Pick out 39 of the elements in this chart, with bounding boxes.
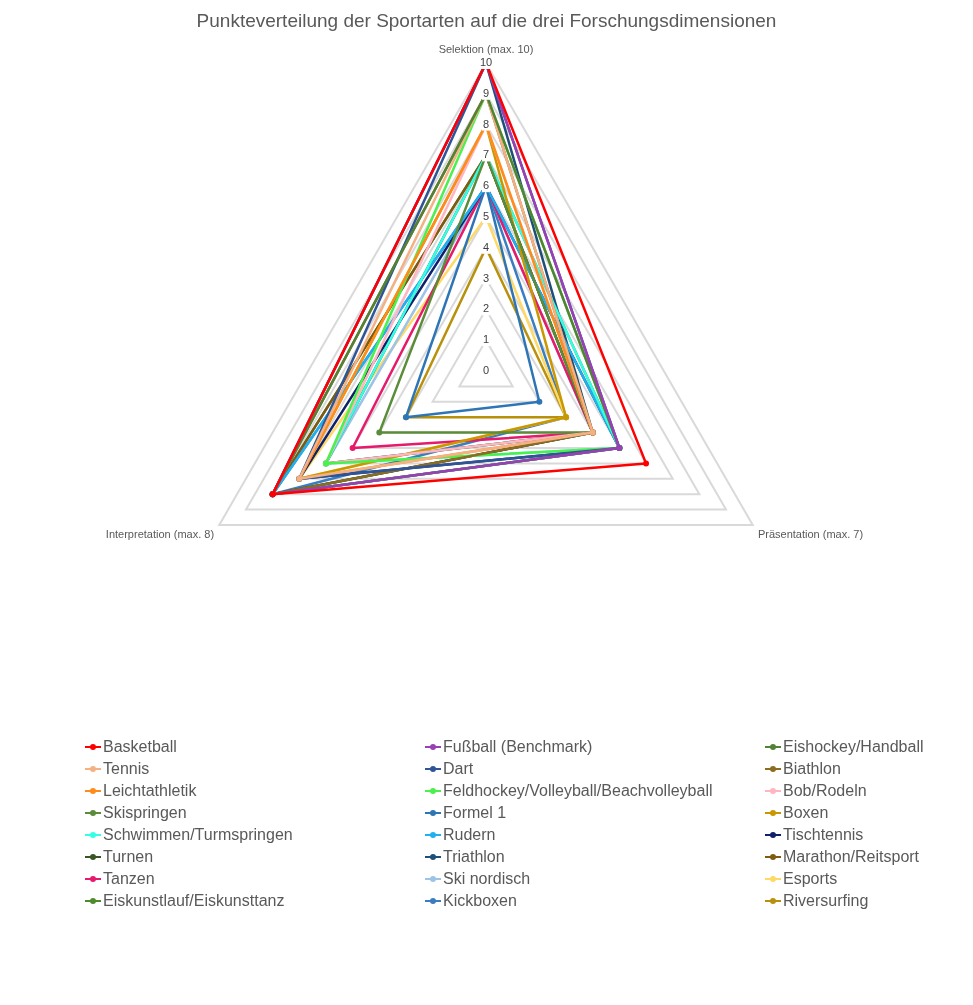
legend-label: Tischtennis — [783, 826, 864, 844]
legend-label: Dart — [443, 760, 474, 778]
legend-label: Formel 1 — [443, 804, 507, 822]
legend-label: Fußball (Benchmark) — [443, 738, 593, 756]
y-tick-label: 2 — [482, 302, 490, 315]
y-tick-label: 9 — [482, 86, 490, 99]
legend-label: Riversurfing — [783, 892, 869, 910]
y-tick-label: 10 — [479, 56, 493, 69]
y-tick-label: 5 — [482, 210, 490, 223]
legend-label: Basketball — [103, 738, 177, 756]
legend-label: Kickboxen — [443, 892, 517, 910]
legend-label: Eiskunstlauf/Eiskunsttanz — [103, 892, 285, 910]
spoke-label: Interpretation (max. 8) — [105, 527, 215, 540]
y-tick-label: 3 — [482, 271, 490, 284]
legend-label: Skispringen — [103, 804, 187, 822]
y-tick-label: 4 — [482, 240, 490, 253]
legend-label: Tennis — [103, 760, 150, 778]
legend-label: Ski nordisch — [443, 870, 531, 888]
legend-label: Turnen — [103, 848, 154, 866]
y-tick-label: 8 — [482, 117, 490, 130]
y-tick-label: 6 — [482, 179, 490, 192]
legend-label: Esports — [783, 870, 838, 888]
legend-label: Schwimmen/Turmspringen — [103, 826, 293, 844]
legend-label: Biathlon — [783, 760, 841, 778]
legend-label: Eishockey/Handball — [783, 738, 924, 756]
y-tick-label: 7 — [482, 148, 490, 161]
legend-label: Tanzen — [103, 870, 155, 888]
y-tick-label: 1 — [482, 333, 490, 346]
legend-label: Rudern — [443, 826, 496, 844]
chart-title: Punkteverteilung der Sportarten auf die drei Forschungsdimensionen — [196, 9, 777, 31]
legend-label: Marathon/Reitsport — [783, 848, 920, 866]
legend-label: Triathlon — [443, 848, 505, 866]
y-tick-label: 0 — [482, 364, 490, 377]
legend-label: Feldhockey/Volleyball/Beachvolleyball — [443, 782, 713, 800]
legend-label: Boxen — [783, 804, 829, 822]
legend-label: Bob/Rodeln — [783, 782, 867, 800]
spoke-label: Selektion (max. 10) — [438, 43, 534, 56]
spoke-label: Präsentation (max. 7) — [757, 527, 864, 540]
legend-label: Leichtathletik — [103, 782, 197, 800]
